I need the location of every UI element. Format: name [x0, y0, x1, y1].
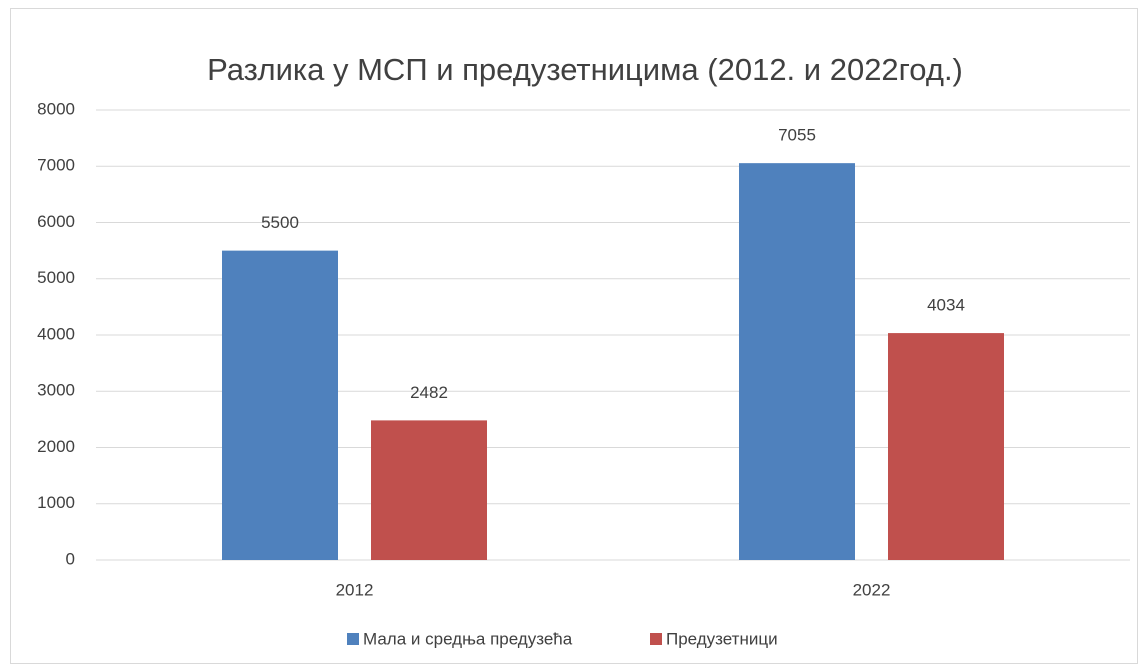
- x-tick-label: 2022: [853, 580, 891, 599]
- data-label: 7055: [778, 126, 816, 145]
- y-tick-label: 4000: [37, 324, 75, 343]
- bar: [888, 333, 1004, 560]
- bar: [371, 420, 487, 560]
- y-tick-label: 7000: [37, 156, 75, 175]
- data-label: 2482: [410, 383, 448, 402]
- y-tick-label: 1000: [37, 493, 75, 512]
- bar: [222, 250, 338, 560]
- x-tick-label: 2012: [336, 580, 374, 599]
- bar: [739, 163, 855, 560]
- y-tick-label: 8000: [37, 99, 75, 118]
- chart-title: Разлика у МСП и предузетницима (2012. и …: [207, 52, 963, 87]
- y-tick-label: 6000: [37, 212, 75, 231]
- data-label: 5500: [261, 213, 299, 232]
- legend-label: Предузетници: [666, 629, 778, 648]
- data-label: 4034: [927, 296, 965, 315]
- legend-swatch: [650, 633, 662, 645]
- y-tick-label: 3000: [37, 381, 75, 400]
- y-tick-label: 2000: [37, 437, 75, 456]
- legend-label: Мала и средња предузећа: [363, 629, 573, 648]
- y-tick-label: 5000: [37, 268, 75, 287]
- y-tick-label: 0: [66, 549, 75, 568]
- legend-swatch: [347, 633, 359, 645]
